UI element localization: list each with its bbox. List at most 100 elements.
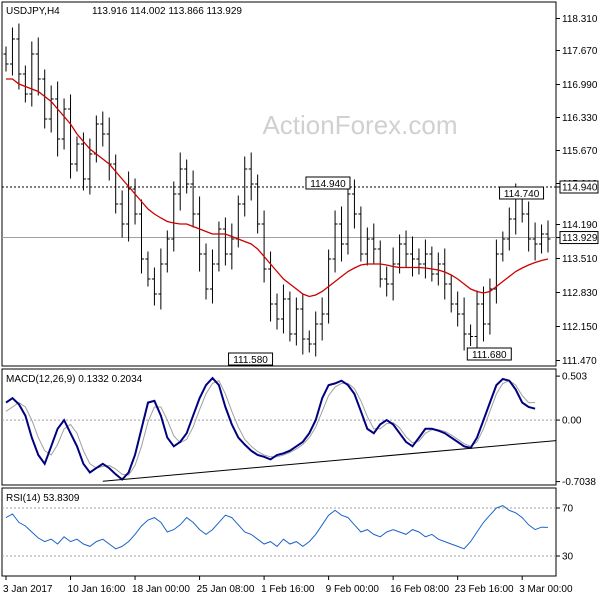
watermark: ActionForex.com: [262, 110, 457, 140]
rsi-line: [5, 505, 549, 550]
ohlc-bar: [55, 81, 61, 157]
ohlc-bar: [345, 183, 351, 255]
price-axis-label: 117.670: [562, 46, 598, 57]
time-axis-label: 9 Feb 00:00: [326, 584, 380, 595]
price-axis-label: 116.330: [562, 113, 598, 124]
price-annotation: 114.940: [305, 176, 351, 190]
ohlc-bar: [319, 297, 325, 341]
moving-average-line: [6, 78, 549, 298]
price-pane: ActionForex.com USDJPY,H4 113.916 114.00…: [1, 1, 599, 367]
time-axis: 3 Jan 2017 10 Jan 16:00 18 Jan 00:00 25 Jan…: [3, 576, 573, 595]
ohlc-bar: [22, 65, 28, 103]
macd-line: [5, 376, 536, 481]
time-axis-label: 23 Feb 16:00: [455, 584, 514, 595]
price-axis-label: 113.929: [562, 233, 598, 244]
resistance-price-marker: [559, 180, 599, 194]
ohlc-bar: [332, 210, 338, 273]
ohlc-bar: [184, 159, 190, 194]
ohlc-bar: [545, 220, 551, 253]
price-annotation: 114.740: [499, 186, 545, 200]
macd-axis-label: -0.7038: [562, 477, 596, 488]
ohlc-bar: [119, 190, 125, 238]
ohlc-bar: [390, 247, 396, 301]
price-annotation-label: 111.580: [233, 355, 268, 366]
ohlc-bar: [139, 199, 144, 274]
time-axis-label: 3 Jan 2017: [3, 584, 53, 595]
ohlc-bar: [461, 297, 467, 351]
time-axis-label: 16 Feb 08:00: [390, 584, 449, 595]
ohlc-bar: [113, 154, 119, 214]
ohlc-bar: [222, 217, 228, 266]
price-annotation-label: 114.740: [504, 189, 540, 200]
price-axis-label: 113.510: [562, 254, 598, 265]
time-axis-label: 25 Jan 08:00: [197, 584, 255, 595]
price-annotation: 111.680: [466, 347, 512, 361]
ohlc-bar: [493, 239, 499, 304]
ohlc-bar: [293, 297, 299, 346]
ohlc-bar: [229, 223, 235, 270]
macd-pane: MACD(12,26,9) 0.1332 0.2034 0.503 0.00 -0.…: [1, 368, 596, 488]
ohlc-bar: [203, 243, 209, 300]
ohlc-bar: [255, 174, 261, 234]
price-axis-label: 116.990: [562, 80, 598, 91]
ohlc-bar: [287, 291, 293, 342]
price-axis-label: 112.150: [562, 322, 598, 333]
rsi-axis-label: 30: [562, 552, 574, 563]
ohlc-bar: [429, 246, 435, 282]
price-annotation-label: 114.940: [310, 179, 346, 190]
ohlc-bar: [274, 293, 280, 330]
ohlc-bar: [132, 178, 138, 225]
ohlc-bar: [384, 266, 390, 297]
price-axis-label: 115.670: [562, 146, 598, 157]
ohlc-bar: [480, 286, 486, 342]
ohlc-bar: [87, 138, 93, 195]
macd-signal-line: [5, 380, 536, 476]
ohlc-bar: [190, 170, 196, 228]
price-axis-label: 112.830: [562, 288, 598, 299]
ohlc-bar: [313, 311, 319, 357]
ohlc-bar: [216, 221, 222, 272]
time-axis-label: 1 Feb 16:00: [261, 584, 315, 595]
ohlc-bar: [442, 248, 448, 300]
ohlc-bar: [448, 275, 454, 313]
ohlc-bar: [410, 236, 415, 277]
ohlc-bar: [209, 249, 215, 304]
price-pane-symbol: USDJPY,H4: [6, 6, 60, 17]
ohlc-bar: [422, 239, 428, 279]
ohlc-bar: [158, 248, 164, 310]
price-annotation-box: [305, 176, 351, 190]
current-price-marker: [559, 231, 599, 245]
macd-legend: MACD(12,26,9) 0.1332 0.2034: [6, 374, 143, 385]
price-pane-ohlc: 113.916 114.002 113.866 113.929: [92, 6, 242, 17]
ohlc-bar: [151, 267, 157, 306]
price-annotation-box: [466, 347, 512, 361]
ohlc-bar: [280, 284, 286, 334]
price-axis-label: 118.310: [562, 14, 598, 25]
ohlc-bar: [42, 69, 48, 129]
macd-trendline: [102, 440, 557, 482]
ohlc-bar: [539, 224, 545, 254]
price-axis-label: 114.940: [562, 183, 598, 194]
ohlc-bar: [197, 196, 203, 272]
ohlc-bar: [248, 152, 254, 201]
ohlc-bar: [61, 98, 67, 150]
rsi-pane: RSI(14) 53.8309 70 30: [1, 487, 574, 577]
ohlc-bar: [306, 330, 312, 353]
ohlc-bar: [29, 41, 35, 107]
ohlc-bar: [455, 291, 461, 327]
macd-axis-label: 0.503: [562, 372, 587, 383]
time-axis-label: 3 Mar 00:00: [519, 584, 573, 595]
ohlc-bar: [371, 223, 377, 265]
ohlc-bar: [100, 111, 106, 147]
ohlc-bar: [261, 210, 267, 283]
ohlc-bar: [500, 231, 506, 262]
ohlc-bar: [364, 227, 370, 266]
time-axis-label: 10 Jan 16:00: [68, 584, 126, 595]
ohlc-bar: [3, 46, 9, 72]
ohlc-bar: [177, 152, 183, 211]
price-annotation-box: [228, 352, 274, 366]
time-axis-label: 18 Jan 00:00: [132, 584, 190, 595]
ohlc-bar: [435, 252, 441, 286]
